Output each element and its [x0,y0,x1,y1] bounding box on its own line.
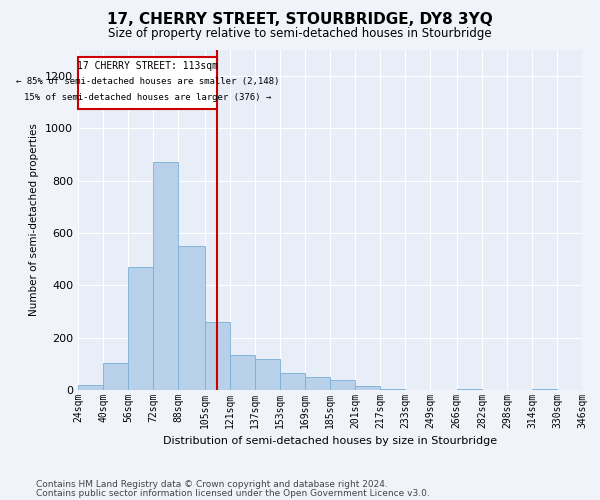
Text: Contains public sector information licensed under the Open Government Licence v3: Contains public sector information licen… [36,488,430,498]
Bar [532,388,557,390]
Text: 15% of semi-detached houses are larger (376) →: 15% of semi-detached houses are larger (… [24,93,271,102]
Text: ← 85% of semi-detached houses are smaller (2,148): ← 85% of semi-detached houses are smalle… [16,77,280,86]
Text: 17 CHERRY STREET: 113sqm: 17 CHERRY STREET: 113sqm [77,61,218,71]
Y-axis label: Number of semi-detached properties: Number of semi-detached properties [29,124,40,316]
Bar [128,267,153,390]
FancyBboxPatch shape [78,56,217,109]
Bar [78,385,103,390]
Bar [255,358,280,390]
Bar [305,377,330,390]
X-axis label: Distribution of semi-detached houses by size in Stourbridge: Distribution of semi-detached houses by … [163,436,497,446]
Text: 17, CHERRY STREET, STOURBRIDGE, DY8 3YQ: 17, CHERRY STREET, STOURBRIDGE, DY8 3YQ [107,12,493,28]
Bar [153,162,178,390]
Bar [330,380,355,390]
Text: Contains HM Land Registry data © Crown copyright and database right 2024.: Contains HM Land Registry data © Crown c… [36,480,388,489]
Text: Size of property relative to semi-detached houses in Stourbridge: Size of property relative to semi-detach… [108,28,492,40]
Bar [380,388,405,390]
Bar [457,388,482,390]
Bar [103,362,128,390]
Bar [355,386,380,390]
Bar [280,373,305,390]
Bar [178,246,205,390]
Bar [230,354,255,390]
Bar [205,322,230,390]
